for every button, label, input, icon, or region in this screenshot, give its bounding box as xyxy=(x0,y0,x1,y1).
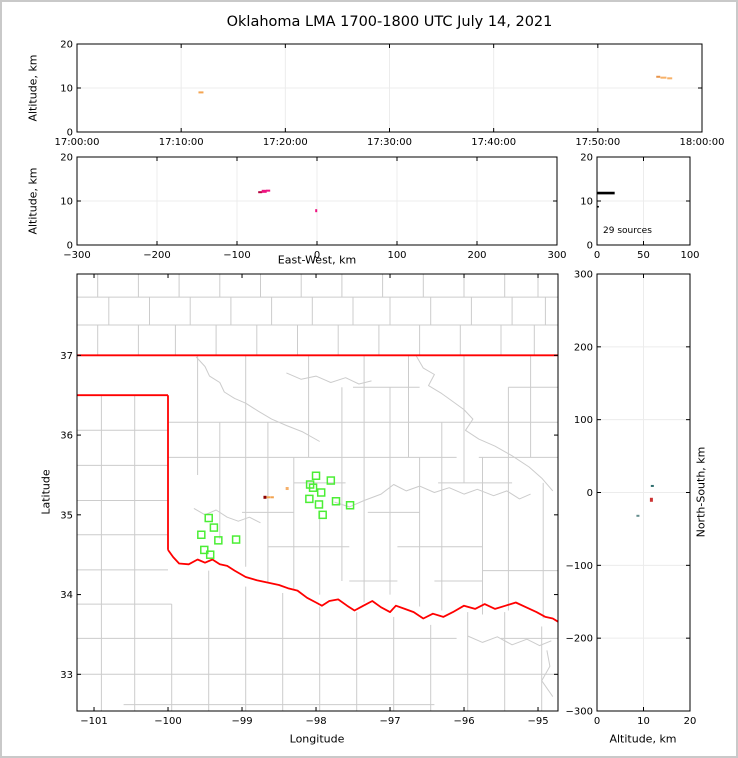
lma-station-marker xyxy=(214,536,223,545)
sources-count-annotation: 29 sources xyxy=(603,226,652,236)
source-point xyxy=(660,76,667,79)
y-tick-label: −200 xyxy=(566,634,593,645)
source-point xyxy=(656,75,661,78)
x-tick-label: 200 xyxy=(467,250,486,261)
x-tick-label: −200 xyxy=(143,250,170,261)
ew-height-xlabel: East-West, km xyxy=(277,253,357,267)
source-point xyxy=(263,495,267,499)
source-point xyxy=(315,209,318,213)
lma-station-marker xyxy=(204,513,213,523)
y-tick-label: 0 xyxy=(587,241,593,252)
source-point xyxy=(258,191,263,194)
lma-station-marker xyxy=(205,550,215,559)
county-line xyxy=(193,507,261,524)
y-tick-label: 10 xyxy=(60,84,73,95)
x-tick-label: 0 xyxy=(314,250,320,261)
figure-title: Oklahoma LMA 1700-1800 UTC July 14, 2021 xyxy=(226,14,553,30)
x-tick-label: −100 xyxy=(154,716,181,727)
lma-station-marker xyxy=(311,471,321,481)
y-tick-label: 20 xyxy=(60,153,73,164)
x-tick-label: 17:00:00 xyxy=(55,137,100,148)
county-line xyxy=(286,372,372,385)
ns-height-ylabel: North-South, km xyxy=(694,446,708,538)
y-tick-label: 34 xyxy=(60,590,73,601)
source-point xyxy=(649,497,653,502)
y-tick-label: 33 xyxy=(60,670,73,681)
map-ylabel: Latitude xyxy=(39,469,53,515)
y-tick-label: 20 xyxy=(60,40,73,51)
y-tick-label: 0 xyxy=(67,241,73,252)
x-tick-label: −99 xyxy=(231,716,252,727)
y-tick-label: 20 xyxy=(580,153,593,164)
source-point xyxy=(266,189,271,192)
x-tick-label: −98 xyxy=(305,716,326,727)
county-line xyxy=(195,356,320,442)
state-border-line xyxy=(167,549,559,623)
map-xlabel: Longitude xyxy=(289,732,345,746)
x-tick-label: −300 xyxy=(63,250,90,261)
source-point xyxy=(198,91,204,94)
time-height-ylabel: Altitude, km xyxy=(26,54,40,122)
x-tick-label: 17:40:00 xyxy=(471,137,516,148)
lma-station-marker xyxy=(345,501,355,510)
y-tick-label: 36 xyxy=(60,431,73,442)
lma-station-marker xyxy=(318,510,327,520)
y-tick-label: 0 xyxy=(67,128,73,139)
x-tick-label: 100 xyxy=(680,250,699,261)
y-tick-label: 35 xyxy=(60,510,73,521)
lma-station-marker xyxy=(231,535,241,544)
lma-station-marker xyxy=(197,530,206,540)
x-tick-label: 50 xyxy=(637,250,650,261)
x-tick-label: −96 xyxy=(453,716,474,727)
x-tick-label: −101 xyxy=(80,716,107,727)
lma-station-marker xyxy=(331,497,341,506)
x-tick-label: 17:20:00 xyxy=(263,137,308,148)
lma-station-marker xyxy=(316,488,326,497)
x-tick-label: 20 xyxy=(684,716,697,727)
county-line xyxy=(467,635,552,647)
y-tick-label: −100 xyxy=(566,561,593,572)
x-tick-label: −97 xyxy=(379,716,400,727)
county-line xyxy=(334,484,531,508)
y-tick-label: 10 xyxy=(580,197,593,208)
y-tick-label: 0 xyxy=(587,488,593,499)
x-tick-label: 18:00:00 xyxy=(680,137,725,148)
lma-station-marker xyxy=(305,494,314,504)
y-tick-label: −300 xyxy=(566,707,593,718)
source-point xyxy=(270,496,274,499)
y-tick-label: 300 xyxy=(574,270,593,281)
x-tick-label: 17:10:00 xyxy=(159,137,204,148)
source-point xyxy=(285,487,289,491)
x-tick-label: 17:50:00 xyxy=(575,137,620,148)
lma-station-marker xyxy=(326,476,336,485)
x-tick-label: 0 xyxy=(594,716,600,727)
lma-station-marker xyxy=(209,523,219,532)
ns-height-xlabel: Altitude, km xyxy=(609,732,677,746)
x-tick-label: 100 xyxy=(387,250,406,261)
x-tick-label: 17:30:00 xyxy=(367,137,412,148)
y-tick-label: 37 xyxy=(60,351,73,362)
lma-station-marker xyxy=(314,500,324,509)
source-point xyxy=(636,514,640,517)
source-point xyxy=(266,496,271,499)
source-point xyxy=(650,484,654,487)
ew-height-ylabel: Altitude, km xyxy=(26,167,40,235)
x-tick-label: −100 xyxy=(223,250,250,261)
x-tick-label: 0 xyxy=(594,250,600,261)
y-tick-label: 200 xyxy=(574,342,593,353)
y-tick-label: 10 xyxy=(60,197,73,208)
source-point xyxy=(261,189,267,193)
county-line xyxy=(541,650,554,697)
x-tick-label: −95 xyxy=(527,716,548,727)
county-line xyxy=(415,355,554,492)
axes-frame xyxy=(76,273,559,712)
x-tick-label: 300 xyxy=(547,250,566,261)
source-point xyxy=(667,77,673,80)
y-tick-label: 100 xyxy=(574,415,593,426)
lma-station-marker xyxy=(308,483,318,492)
lma-station-marker xyxy=(200,545,209,555)
x-tick-label: 10 xyxy=(637,716,650,727)
